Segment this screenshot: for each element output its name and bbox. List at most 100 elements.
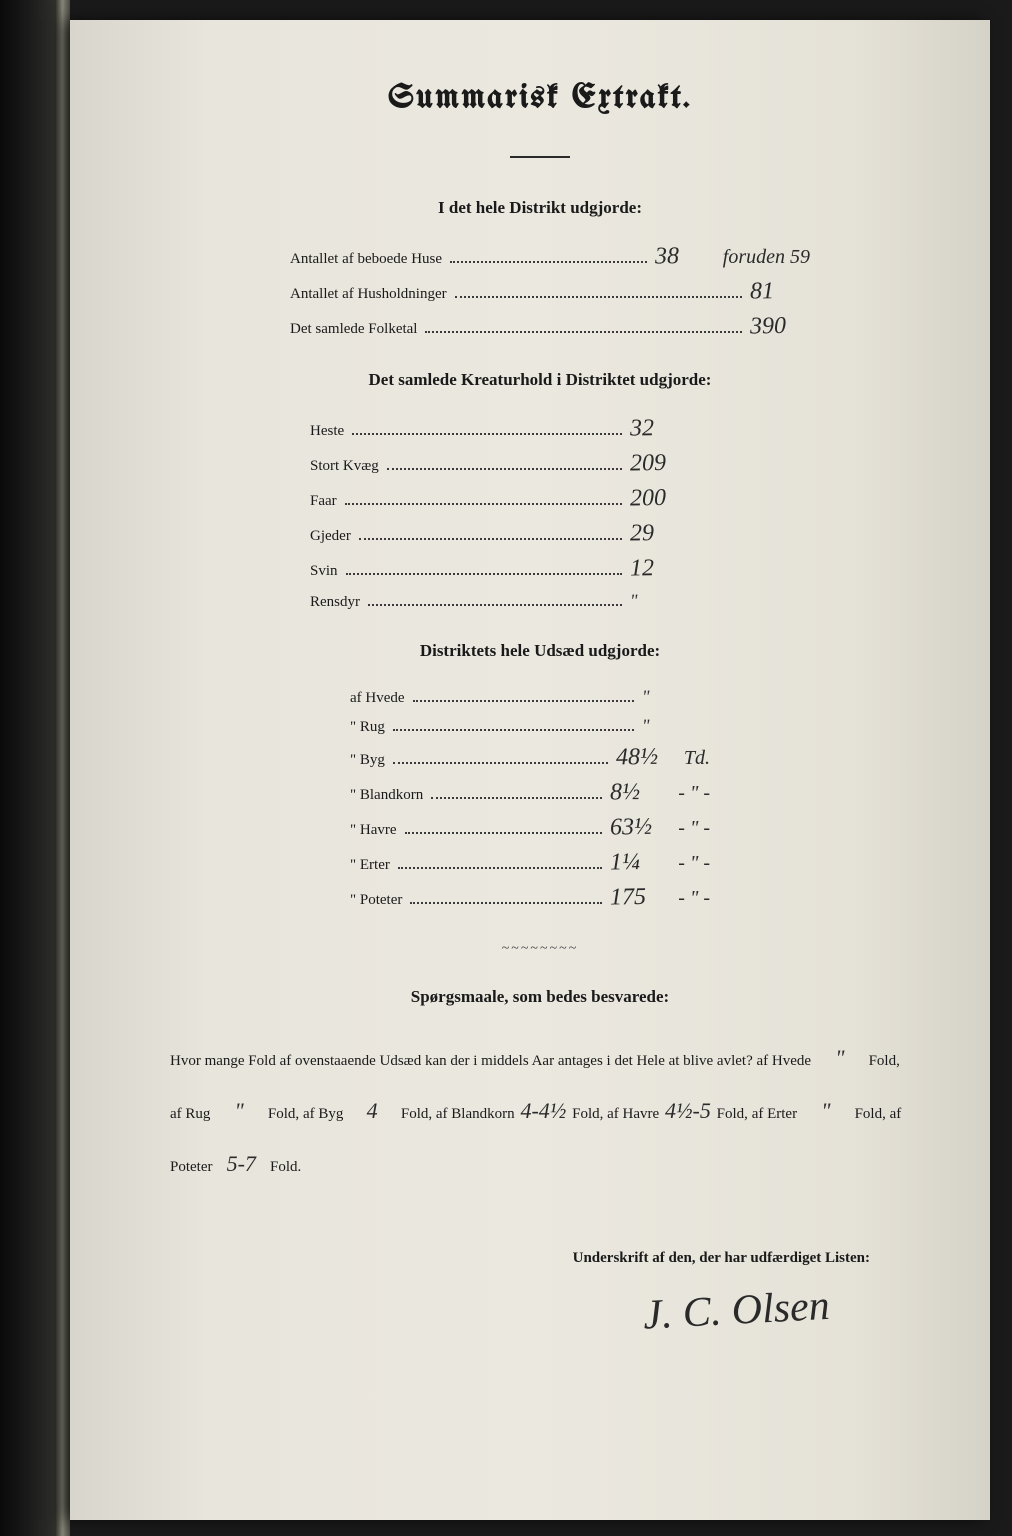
row-unit: Td. <box>684 747 710 770</box>
leader-dots <box>405 832 603 834</box>
question-suffix: Fold, <box>268 1106 299 1122</box>
row-value: 38 <box>655 242 715 270</box>
signature-label: Underskrift af den, der har udfærdiget L… <box>150 1250 930 1267</box>
data-row: " Havre 63½ - " - <box>150 814 930 841</box>
data-row: Faar 200 <box>150 485 930 512</box>
document-page: Summarisk Extrakt. I det hele Distrikt u… <box>70 20 990 1520</box>
question-value: " <box>815 1032 865 1085</box>
row-value: 209 <box>630 449 690 477</box>
leader-dots <box>387 468 622 470</box>
leader-dots <box>345 503 622 505</box>
row-label: af Hvede <box>350 690 405 707</box>
row-value: 81 <box>750 277 810 305</box>
row-label: " Poteter <box>350 892 402 909</box>
data-row: " Poteter 175 - " - <box>150 884 930 911</box>
question-value: 4 <box>347 1085 397 1138</box>
question-value: " <box>214 1085 264 1138</box>
row-value: 200 <box>630 484 690 512</box>
question-crop: af Erter <box>752 1106 797 1122</box>
title-divider <box>510 156 570 158</box>
question-value: " <box>801 1085 851 1138</box>
row-label: " Havre <box>350 822 397 839</box>
question-crop: af Havre <box>607 1106 659 1122</box>
question-value: 4-4½ <box>518 1085 568 1138</box>
row-value: " <box>642 685 702 707</box>
leader-dots <box>425 331 742 333</box>
data-row: Antallet af Husholdninger 81 <box>150 278 930 305</box>
row-label: Rensdyr <box>310 594 360 611</box>
data-row: Antallet af beboede Huse 38 foruden 59 <box>150 243 930 270</box>
data-row: " Erter 1¼ - " - <box>150 849 930 876</box>
row-note: foruden 59 <box>723 246 810 269</box>
book-spine <box>55 0 70 1536</box>
row-value: 29 <box>630 519 690 547</box>
row-unit: - " - <box>678 887 710 910</box>
leader-dots <box>359 538 622 540</box>
row-label: Antallet af Husholdninger <box>290 286 447 303</box>
row-label: " Byg <box>350 752 385 769</box>
row-label: " Blandkorn <box>350 787 423 804</box>
question-value: 4½-5 <box>663 1085 713 1138</box>
row-value: 175 <box>610 883 670 911</box>
data-row: Rensdyr " <box>150 590 930 611</box>
question-suffix: Fold, <box>717 1106 748 1122</box>
row-label: " Rug <box>350 719 385 736</box>
row-label: Det samlede Folketal <box>290 321 417 338</box>
data-row: Heste 32 <box>150 415 930 442</box>
leader-dots <box>413 700 634 702</box>
question-value: 5-7 <box>216 1138 266 1191</box>
row-value: 12 <box>630 554 690 582</box>
data-row: af Hvede " <box>150 686 930 707</box>
wavy-divider: ~~~~~~~~ <box>150 941 930 957</box>
row-label: Heste <box>310 423 344 440</box>
row-value: 32 <box>630 414 690 442</box>
question-suffix: Fold, <box>572 1106 603 1122</box>
data-row: " Blandkorn 8½ - " - <box>150 779 930 806</box>
section-livestock: Det samlede Kreaturhold i Distriktet udg… <box>150 370 930 611</box>
section2-heading: Det samlede Kreaturhold i Distriktet udg… <box>150 370 930 390</box>
question-suffix: Fold, <box>855 1106 886 1122</box>
page-title: Summarisk Extrakt. <box>150 80 930 116</box>
question-crop: af Blandkorn <box>436 1106 515 1122</box>
question-crop: af Rug <box>170 1106 210 1122</box>
leader-dots <box>368 604 622 606</box>
row-value: 8½ <box>610 778 670 806</box>
section-questions: Spørgsmaale, som bedes besvarede: Hvor m… <box>150 987 930 1190</box>
row-unit: - " - <box>678 817 710 840</box>
data-row: " Byg 48½ Td. <box>150 744 930 771</box>
leader-dots <box>450 261 647 263</box>
leader-dots <box>398 867 602 869</box>
questions-text: Hvor mange Fold af ovenstaaende Udsæd ka… <box>150 1032 930 1190</box>
data-row: Det samlede Folketal 390 <box>150 313 930 340</box>
question-suffix: Fold, <box>869 1053 900 1069</box>
row-value: 48½ <box>616 743 676 771</box>
section1-heading: I det hele Distrikt udgjorde: <box>150 198 930 218</box>
leader-dots <box>346 573 622 575</box>
data-row: Stort Kvæg 209 <box>150 450 930 477</box>
row-value: " <box>630 589 690 611</box>
row-label: Antallet af beboede Huse <box>290 251 442 268</box>
leader-dots <box>455 296 742 298</box>
data-row: Svin 12 <box>150 555 930 582</box>
question-crop: af Byg <box>303 1106 343 1122</box>
row-label: Faar <box>310 493 337 510</box>
leader-dots <box>431 797 602 799</box>
leader-dots <box>410 902 602 904</box>
row-value: 63½ <box>610 813 670 841</box>
questions-heading: Spørgsmaale, som bedes besvarede: <box>150 987 930 1007</box>
data-row: Gjeder 29 <box>150 520 930 547</box>
row-value: 390 <box>750 312 810 340</box>
section-district-totals: I det hele Distrikt udgjorde: Antallet a… <box>150 198 930 340</box>
question-suffix: Fold, <box>401 1106 432 1122</box>
leader-dots <box>352 433 622 435</box>
question-crop: af Hvede <box>757 1053 812 1069</box>
leader-dots <box>393 729 634 731</box>
section3-heading: Distriktets hele Udsæd udgjorde: <box>150 641 930 661</box>
row-label: Svin <box>310 563 338 580</box>
leader-dots <box>393 762 608 764</box>
row-unit: - " - <box>678 852 710 875</box>
row-value: 1¼ <box>610 848 670 876</box>
row-label: Gjeder <box>310 528 351 545</box>
row-label: " Erter <box>350 857 390 874</box>
row-value: " <box>642 714 702 736</box>
